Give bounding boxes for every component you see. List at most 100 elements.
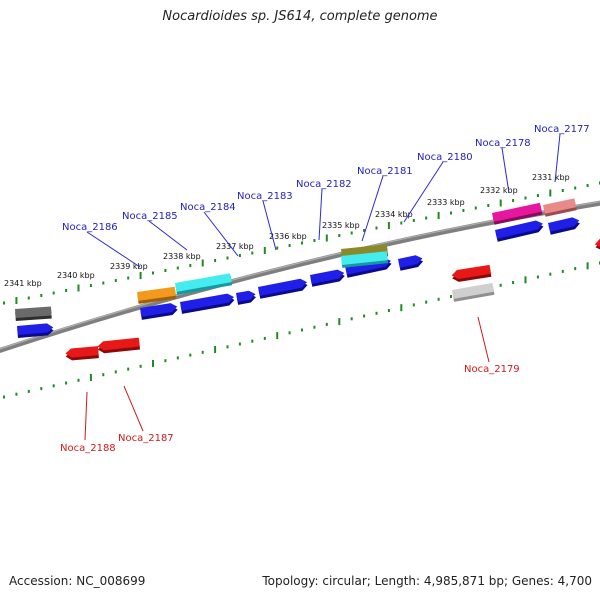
upper-row-tick [226,256,229,260]
label-leader-lines [84,133,561,441]
upper-row-tick [214,259,217,262]
lower-row-tick [412,303,415,307]
upper-row-tick [276,246,279,250]
lower-row-tick [27,389,30,393]
ruler-label-2334: 2334 kbp [375,210,413,219]
lower-row-tick [325,322,328,326]
gene-feature-2178 [495,220,544,242]
gene-feature-2185-rna [137,286,177,304]
upper-row-tick [15,297,18,304]
gene-feature-2179-rna-body [452,282,494,299]
lower-row-tick [201,350,204,354]
gene-label-noca-2183: Noca_2183 [237,191,293,202]
lower-row-tick [400,304,403,312]
upper-row-tick [425,216,428,220]
upper-row-tick [127,276,130,280]
gene-feature-2176-edge-body [594,237,600,248]
upper-row-tick [549,189,552,197]
ruler-label-2333: 2333 kbp [427,198,465,207]
lower-row-tick [313,325,316,329]
upper-row-tick [3,301,5,305]
lower-row-tick [251,339,254,343]
upper-row-tick [89,284,92,287]
gene-feature-2177-rna [543,198,577,217]
lower-row-tick [263,336,266,340]
ruler-label-2332: 2332 kbp [480,186,518,195]
leader-noca-2180 [403,161,444,223]
gene-feature-2178-rna-body [492,202,542,222]
gene-feature-2178-rna [492,202,543,225]
leader-noca-2184 [203,211,239,257]
gene-feature-2180-rna2 [341,251,389,268]
leader-noca-2186 [86,231,141,268]
upper-row-tick [437,212,440,219]
gene-feature-2176-edge [594,237,600,251]
upper-row-tick [474,206,477,210]
lower-row-tick [350,317,353,321]
gene-feature-2179 [451,264,492,282]
gene-feature-2182-body [258,278,307,296]
lower-row-tick [114,370,117,374]
leader-noca-2178 [501,147,510,194]
lower-row-tick [524,276,527,284]
gene-label-noca-2185: Noca_2185 [122,211,178,222]
lower-row-tick [301,328,303,332]
gene-feature-2181 [310,269,345,287]
lower-row-tick [77,378,80,382]
gene-feature-2184-cds-body [180,293,234,311]
gene-feature-2187-body [97,337,140,351]
lower-row-tick [363,314,366,318]
lower-row-tick [375,311,378,315]
lower-row-tick [226,345,229,349]
lower-row-tick [276,332,279,340]
lower-row-tick [437,297,440,301]
lower-row-tick [40,387,43,391]
upper-row-tick [499,199,502,207]
gene-labels: Noca_2186 Noca_2185 Noca_2184 Noca_2183 … [60,124,590,454]
upper-row-tick [524,196,527,200]
gene-feature-2183-body [236,290,256,302]
lower-row-tick [549,272,552,276]
upper-row-tick [263,247,266,254]
upper-row-tick [114,279,117,282]
gene-feature-2180 [398,255,424,271]
gene-feature-2181-body [310,269,345,284]
gene-label-noca-2178: Noca_2178 [475,138,531,149]
accession-text: Accession: NC_008699 [9,574,146,588]
lower-row-tick [189,353,192,357]
upper-row-tick [574,186,577,190]
gene-feature-2188 [65,346,99,361]
gene-feature-2186-cds-body [17,323,54,335]
lower-row-tick [338,318,341,326]
leader-noca-2182 [318,188,323,241]
upper-row-tick [450,211,452,215]
gene-feature-2177-rna-body [543,198,577,214]
upper-row-tick [586,184,589,187]
map-title: Nocardioides sp. JS614, complete genome [162,9,438,24]
upper-row-tick [301,241,303,245]
ruler-label-2340: 2340 kbp [57,271,95,280]
gene-feature-2176-edge-shadow [595,240,600,251]
gene-label-noca-2186: Noca_2186 [62,222,118,233]
gene-label-noca-2181: Noca_2181 [357,166,413,177]
upper-row-tick [375,226,378,230]
lower-row-tick [164,359,167,363]
lower-row-tick [499,283,502,287]
upper-row-tick [325,234,328,242]
upper-row-tick [52,291,55,295]
gene-label-noca-2184: Noca_2184 [180,202,236,213]
upper-row-tick [313,239,316,242]
upper-row-tick [139,272,142,279]
gene-feature-2177-body [548,217,580,232]
ruler-label-2335: 2335 kbp [322,221,360,230]
upper-row-tick [27,296,30,300]
lower-row-tick [387,309,390,312]
leader-noca-2177 [554,133,561,183]
gene-feature-2183 [236,290,257,305]
gene-feature-2186-rna-body [15,306,52,318]
gene-label-noca-2182: Noca_2182 [296,179,352,190]
gene-feature-2187 [97,337,141,354]
lower-row-tick [425,300,428,304]
